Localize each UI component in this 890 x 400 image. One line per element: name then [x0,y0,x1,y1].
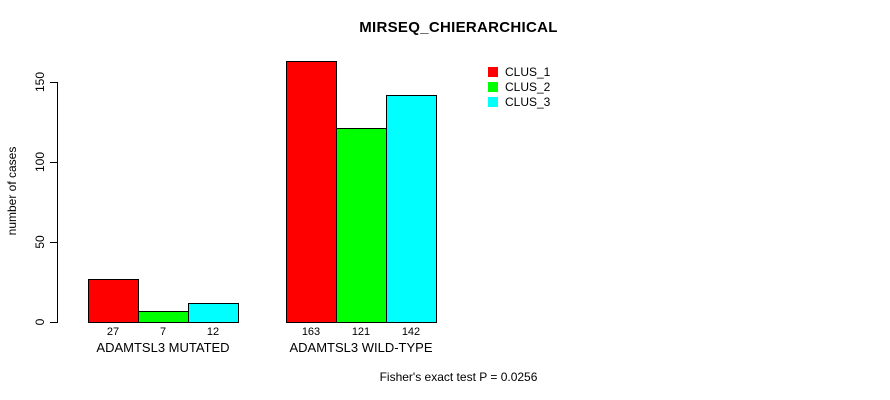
legend-item-clus_3: CLUS_3 [488,95,551,109]
legend-item-clus_2: CLUS_2 [488,80,551,94]
fisher-test-annotation: Fisher's exact test P = 0.0256 [379,370,538,384]
legend-swatch-clus_1 [488,67,498,77]
bar-value-label: 163 [301,326,321,338]
bar-clus_1-group2 [286,61,337,323]
bar-clus_1-group1 [88,279,139,323]
y-axis-line [57,82,58,323]
legend-swatch-clus_3 [488,97,498,107]
legend-label: CLUS_2 [505,80,551,94]
group-label-wild-type: ADAMTSL3 WILD-TYPE [289,340,433,355]
legend-swatch-clus_2 [488,82,498,92]
bar-value-label: 27 [106,326,120,338]
legend-label: CLUS_1 [505,65,551,79]
legend-label: CLUS_3 [505,95,551,109]
bar-value-label: 142 [401,326,421,338]
bar-clus_3-group2 [386,95,437,323]
y-axis-tick [50,241,57,243]
y-axis-tick-label: 100 [33,151,47,173]
bar-value-label: 7 [159,326,167,338]
chart-title: MIRSEQ_CHIERARCHICAL [359,19,558,36]
y-axis-tick-label: 50 [33,235,47,249]
group-label-mutated: ADAMTSL3 MUTATED [96,340,230,355]
bar-clus_2-group1 [138,311,189,323]
legend-item-clus_1: CLUS_1 [488,65,551,79]
bar-value-label: 12 [206,326,220,338]
y-axis-tick-label: 0 [33,318,47,326]
bar-clus_2-group2 [336,128,387,323]
bar-clus_3-group1 [188,303,239,323]
y-axis-tick [50,161,57,163]
y-axis-tick [50,321,57,323]
y-axis-tick-label: 150 [33,71,47,93]
bar-value-label: 121 [351,326,371,338]
legend: CLUS_1 CLUS_2 CLUS_3 [488,65,551,112]
y-axis-tick [50,81,57,83]
